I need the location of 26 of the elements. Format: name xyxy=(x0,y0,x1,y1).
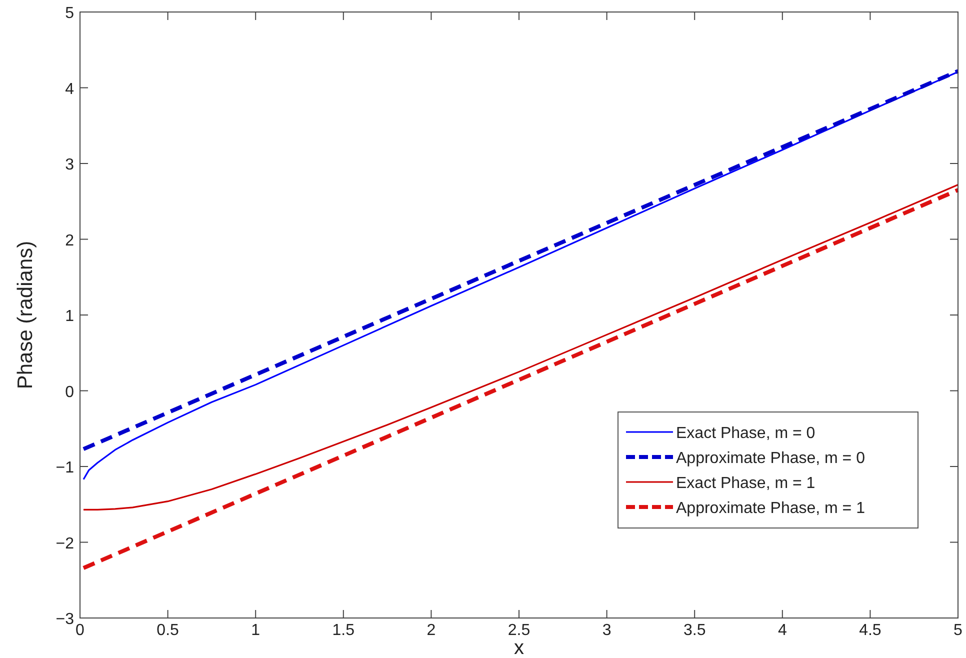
y-tick-label: −1 xyxy=(56,460,74,476)
x-tick-label: 2 xyxy=(426,622,436,639)
legend-label: Exact Phase, m = 0 xyxy=(676,425,816,442)
x-tick-label: 0.5 xyxy=(156,622,180,639)
y-tick-label: −2 xyxy=(56,535,74,552)
y-tick-label: 3 xyxy=(65,156,74,174)
y-tick-label: 4 xyxy=(65,80,74,98)
legend-label: Exact Phase, m = 1 xyxy=(676,475,816,492)
x-tick-label: 1 xyxy=(251,622,260,639)
y-tick-label: 2 xyxy=(65,232,74,250)
x-tick-label: 5 xyxy=(954,622,963,639)
x-tick-label: 2.5 xyxy=(508,622,530,639)
y-tick-label: 1 xyxy=(65,308,74,325)
x-tick-label: 0 xyxy=(76,622,85,639)
x-tick-label: 4 xyxy=(778,622,787,639)
y-axis-title: Phase (radians) xyxy=(14,240,37,390)
legend-label: Approximate Phase, m = 1 xyxy=(676,500,866,517)
y-tick-label: 5 xyxy=(65,5,74,22)
x-tick-label: 3.5 xyxy=(683,622,706,639)
legend-label: Approximate Phase, m = 0 xyxy=(676,450,866,467)
y-tick-label: 0 xyxy=(65,384,74,401)
x-tick-label: 4.5 xyxy=(859,622,882,639)
x-tick-label: 1.5 xyxy=(332,622,355,639)
x-axis-title: x xyxy=(514,637,524,658)
x-tick-label: 3 xyxy=(602,622,612,639)
y-tick-label: −3 xyxy=(56,611,74,628)
